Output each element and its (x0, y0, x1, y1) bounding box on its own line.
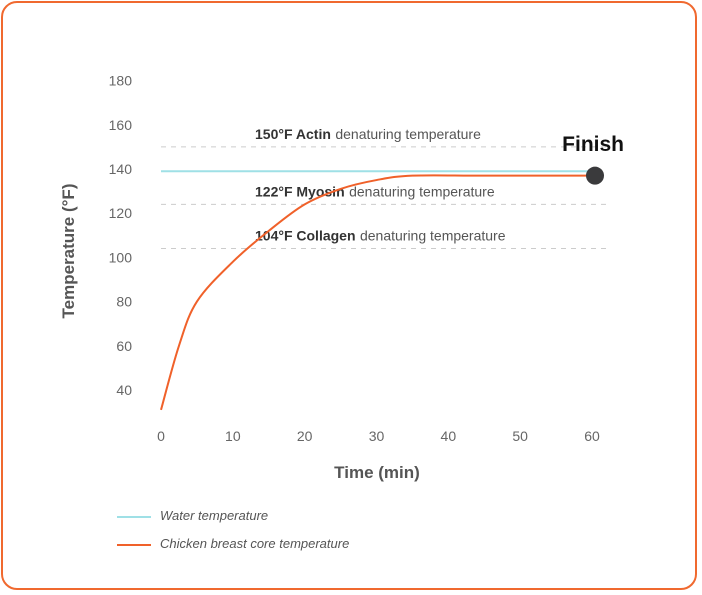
reference-label-rest: denaturing temperature (360, 228, 506, 244)
y-tick-label: 140 (109, 161, 133, 177)
x-tick-label: 50 (512, 428, 528, 444)
finish-marker (586, 166, 604, 185)
reference-label: 150°F Actin denaturing temperature (255, 126, 481, 143)
reference-label: 104°F Collagen denaturing temperature (255, 228, 506, 245)
reference-label-rest: denaturing temperature (349, 183, 495, 199)
y-tick-label: 40 (116, 382, 132, 398)
x-tick-label: 60 (584, 428, 600, 444)
chicken-core-temperature-line (160, 174, 592, 411)
x-tick-label: 40 (441, 428, 457, 444)
y-axis-title: Temperature (°F) (59, 184, 78, 319)
y-tick-label: 80 (116, 294, 132, 310)
legend: Water temperature Chicken breast core te… (117, 508, 349, 551)
finish-label: Finish (562, 133, 624, 156)
x-axis-title: Time (min) (334, 463, 420, 482)
reference-label-bold: 104°F Collagen (255, 228, 356, 244)
legend-label-chicken: Chicken breast core temperature (160, 536, 349, 551)
x-tick-label: 20 (297, 428, 313, 444)
x-tick-label: 10 (225, 428, 241, 444)
y-tick-label: 180 (109, 73, 133, 89)
reference-label-rest: denaturing temperature (335, 126, 481, 142)
y-tick-label: 60 (116, 338, 132, 354)
reference-label: 122°F Myosin denaturing temperature (255, 183, 495, 200)
y-tick-label: 100 (109, 249, 133, 265)
y-tick-label: 160 (109, 117, 133, 133)
legend-label-water: Water temperature (160, 508, 268, 523)
y-tick-label: 120 (109, 205, 133, 221)
x-tick-label: 0 (157, 428, 165, 444)
reference-label-bold: 150°F Actin (255, 126, 331, 142)
x-tick-label: 30 (369, 428, 385, 444)
